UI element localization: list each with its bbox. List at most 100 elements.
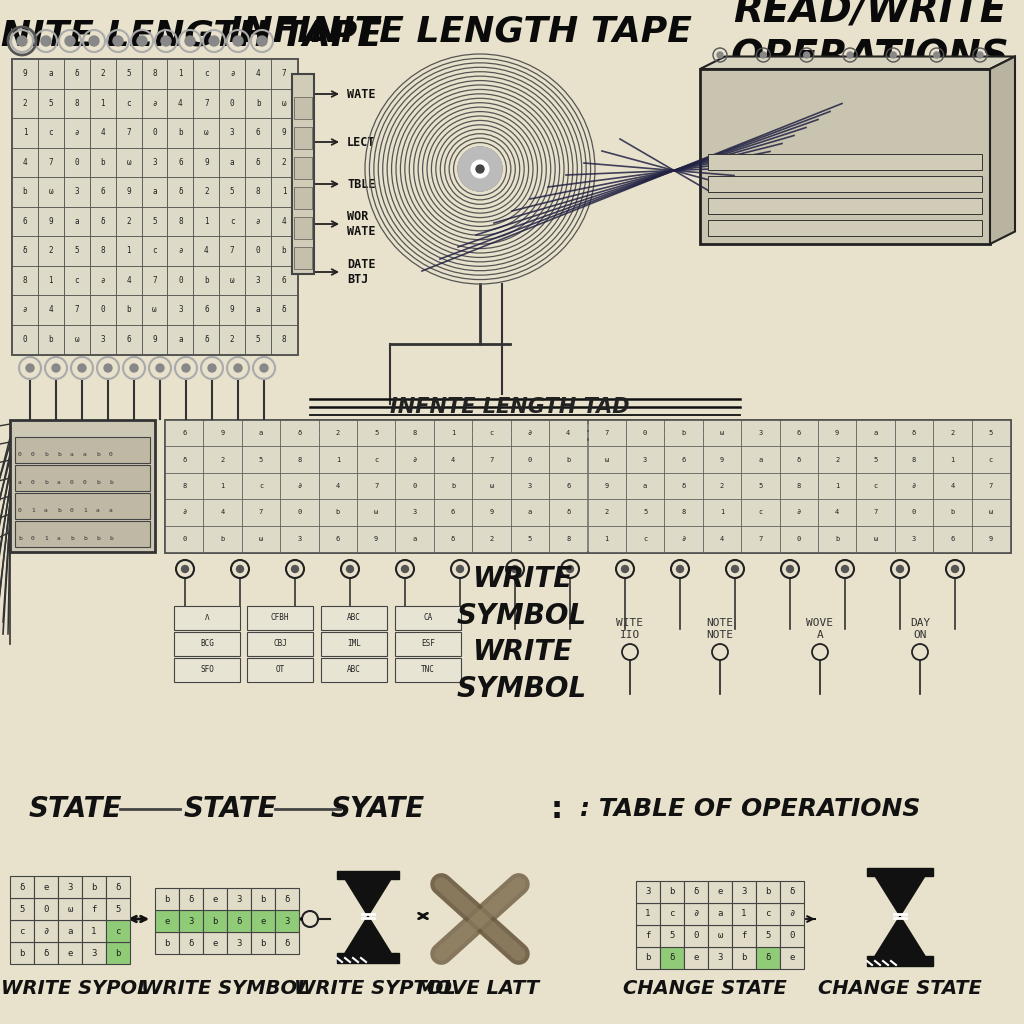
Text: ESF: ESF — [421, 640, 435, 648]
Bar — [194, 118, 219, 147]
Bar — [318, 420, 357, 446]
Bar — [34, 898, 58, 920]
Text: 5: 5 — [75, 246, 79, 255]
Circle shape — [130, 364, 138, 372]
Bar — [116, 236, 141, 265]
Bar — [90, 147, 116, 177]
Text: f: f — [91, 904, 96, 913]
Bar — [665, 500, 702, 525]
Text: δ: δ — [765, 953, 771, 963]
Bar — [357, 420, 395, 446]
Bar — [702, 473, 741, 500]
Bar — [895, 420, 933, 446]
Bar — [204, 420, 242, 446]
Bar — [549, 473, 588, 500]
Bar — [90, 265, 116, 295]
Bar — [242, 525, 281, 552]
Bar — [856, 446, 895, 473]
Text: 0: 0 — [18, 508, 22, 513]
Text: ω: ω — [374, 509, 379, 515]
Circle shape — [471, 160, 488, 178]
Bar — [741, 446, 779, 473]
Circle shape — [26, 364, 34, 372]
Bar — [15, 465, 150, 490]
Bar — [90, 118, 116, 147]
Text: a: a — [70, 452, 74, 457]
Bar — [194, 236, 219, 265]
Text: ω: ω — [604, 457, 609, 463]
Text: 4: 4 — [23, 158, 28, 167]
Bar — [12, 59, 297, 354]
Text: 6: 6 — [797, 430, 801, 436]
Circle shape — [78, 364, 86, 372]
Text: 8: 8 — [297, 457, 301, 463]
Circle shape — [161, 36, 171, 46]
Text: 5: 5 — [256, 335, 260, 344]
Text: 1: 1 — [336, 457, 340, 463]
Bar — [337, 871, 399, 879]
Circle shape — [717, 52, 723, 58]
Bar — [179, 888, 203, 910]
Text: δ: δ — [188, 939, 194, 947]
Bar — [38, 325, 63, 354]
Bar — [933, 525, 972, 552]
Bar — [219, 236, 245, 265]
Polygon shape — [990, 56, 1015, 244]
Text: δ: δ — [693, 888, 698, 896]
Bar — [12, 295, 38, 325]
Bar — [58, 876, 82, 898]
Bar — [90, 177, 116, 207]
Text: b: b — [645, 953, 650, 963]
Text: OT: OT — [275, 666, 285, 675]
Text: 5: 5 — [758, 483, 763, 489]
Text: e: e — [212, 895, 218, 903]
Circle shape — [17, 36, 27, 46]
Bar — [702, 525, 741, 552]
Text: DATE
BTJ: DATE BTJ — [347, 258, 376, 286]
Text: ∂: ∂ — [413, 457, 417, 463]
Bar — [780, 925, 804, 947]
Text: 7: 7 — [758, 536, 763, 542]
Bar — [204, 446, 242, 473]
Text: b: b — [23, 187, 28, 197]
Text: 3: 3 — [741, 888, 746, 896]
Bar — [227, 910, 251, 932]
Text: 8: 8 — [282, 335, 287, 344]
Text: 6: 6 — [182, 430, 186, 436]
Text: 0: 0 — [911, 509, 916, 515]
Bar — [245, 147, 271, 177]
Text: 0: 0 — [75, 158, 79, 167]
Text: 2: 2 — [604, 509, 609, 515]
Text: 0: 0 — [31, 480, 35, 485]
Bar — [168, 265, 194, 295]
Bar — [165, 420, 204, 446]
Bar — [588, 500, 626, 525]
Text: δ: δ — [451, 536, 456, 542]
Text: 1: 1 — [178, 70, 182, 78]
Bar — [219, 118, 245, 147]
Bar — [194, 295, 219, 325]
Text: e: e — [718, 888, 723, 896]
Text: 4: 4 — [48, 305, 53, 314]
Text: Λ: Λ — [205, 613, 209, 623]
Bar — [194, 207, 219, 236]
Text: 9: 9 — [126, 187, 131, 197]
Bar — [780, 903, 804, 925]
Text: ∂: ∂ — [527, 430, 532, 436]
Bar — [58, 942, 82, 964]
Text: c: c — [126, 98, 131, 108]
Circle shape — [237, 565, 244, 572]
Bar — [141, 295, 168, 325]
Text: 6: 6 — [100, 187, 105, 197]
Text: 6: 6 — [256, 128, 260, 137]
Text: ∂: ∂ — [790, 909, 795, 919]
Text: a: a — [643, 483, 647, 489]
Polygon shape — [874, 876, 925, 916]
Text: TNC: TNC — [421, 666, 435, 675]
Text: a: a — [48, 70, 53, 78]
Text: a: a — [75, 217, 79, 225]
Text: 8: 8 — [413, 430, 417, 436]
Bar — [294, 187, 312, 209]
Text: 5: 5 — [988, 430, 993, 436]
Bar — [357, 446, 395, 473]
